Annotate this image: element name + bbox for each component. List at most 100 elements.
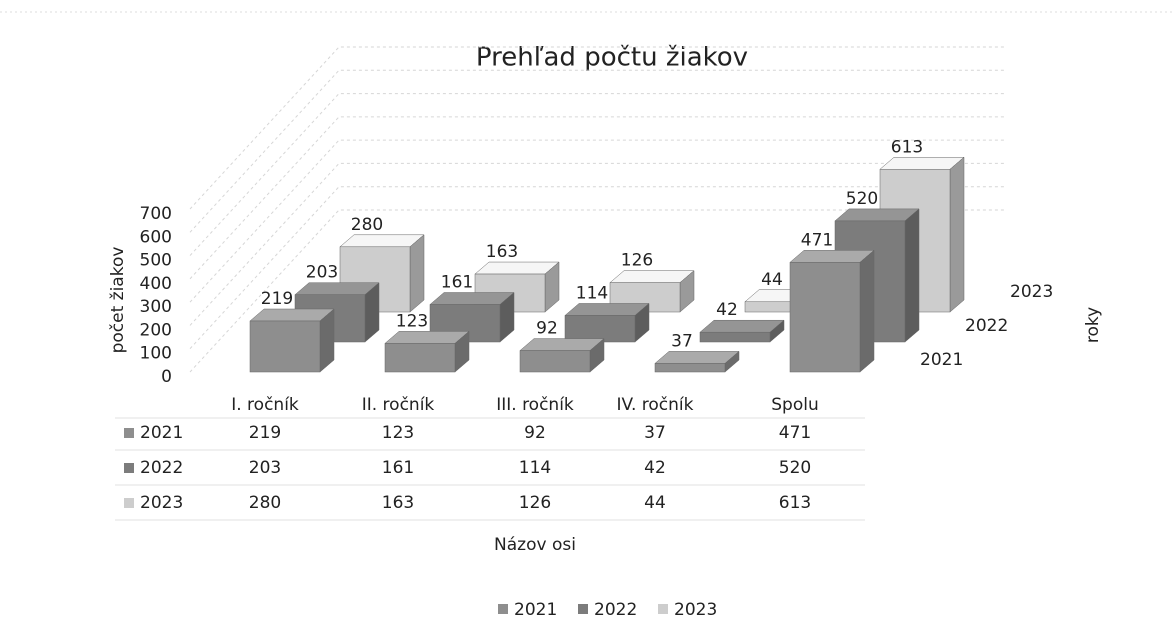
y-axis-title: počet žiakov — [108, 247, 128, 354]
legend-label: 2022 — [594, 600, 637, 620]
data-label: 126 — [621, 251, 653, 271]
x-tick-label: IV. ročník — [617, 395, 694, 415]
depth-axis-title: roky — [1083, 307, 1103, 343]
grid-line — [189, 162, 1005, 326]
y-tick-label: 400 — [140, 274, 172, 294]
data-label: 92 — [536, 319, 558, 339]
bar-top — [564, 303, 650, 316]
table-row-label: 2021 — [140, 423, 183, 443]
data-label: 44 — [761, 270, 783, 290]
bar-side — [949, 156, 965, 313]
table-swatch — [124, 498, 134, 508]
table-cell: 163 — [382, 493, 414, 513]
bar-top — [249, 308, 335, 322]
table-swatch — [124, 428, 134, 438]
data-label: 219 — [261, 289, 293, 309]
bar-top — [339, 234, 425, 248]
legend-label: 2023 — [674, 600, 717, 620]
bar-side — [859, 249, 875, 373]
data-label: 114 — [576, 283, 608, 303]
x-tick-label: Spolu — [771, 395, 818, 415]
bar-top — [429, 292, 515, 305]
y-tick-label: 700 — [140, 204, 172, 224]
table-cell: 92 — [524, 423, 546, 443]
table-cell: 203 — [249, 458, 281, 478]
bar-front — [384, 343, 456, 373]
table-cell: 123 — [382, 423, 414, 443]
bar-front — [789, 262, 861, 373]
table-cell: 114 — [519, 458, 551, 478]
table-cell: 520 — [779, 458, 811, 478]
bar-front — [654, 363, 726, 373]
bar-top — [879, 157, 965, 170]
table-cell: 42 — [644, 458, 666, 478]
y-tick-label: 500 — [140, 251, 172, 271]
y-tick-label: 600 — [140, 227, 172, 247]
table-row-label: 2022 — [140, 458, 183, 478]
bar — [654, 350, 740, 373]
bar-top — [384, 331, 470, 344]
bar — [519, 338, 605, 373]
grid-line — [189, 209, 1005, 373]
y-tick-label: 200 — [140, 320, 172, 340]
data-label: 161 — [441, 273, 473, 293]
bar — [384, 330, 470, 373]
table-cell: 471 — [779, 423, 811, 443]
bar-front — [519, 350, 591, 373]
bar-top — [609, 270, 695, 283]
bar-side — [904, 208, 920, 343]
legend-swatch — [578, 604, 588, 614]
x-tick-label: III. ročník — [496, 395, 574, 415]
legend-swatch — [498, 604, 508, 614]
table-cell: 37 — [644, 423, 666, 443]
bar — [564, 302, 650, 343]
bar — [789, 249, 875, 373]
grid-line — [189, 139, 1005, 303]
legend-swatch — [658, 604, 668, 614]
bar-top — [834, 208, 920, 222]
table-cell: 613 — [779, 493, 811, 513]
data-label: 37 — [671, 331, 693, 351]
bar — [249, 308, 335, 373]
table-cell: 126 — [519, 493, 551, 513]
bar-top — [789, 250, 875, 263]
grid-line — [189, 93, 1005, 256]
data-label: 163 — [486, 242, 518, 262]
depth-tick-label: 2022 — [965, 316, 1008, 336]
y-tick-label: 100 — [140, 344, 172, 364]
data-label: 471 — [801, 230, 833, 250]
table-cell: 161 — [382, 458, 414, 478]
bar-top — [654, 351, 740, 364]
data-label: 42 — [716, 300, 738, 320]
x-tick-label: I. ročník — [231, 395, 299, 415]
x-axis-title: Názov osi — [494, 535, 576, 555]
bar-front — [564, 315, 636, 343]
depth-tick-label: 2023 — [1010, 282, 1053, 302]
data-label: 280 — [351, 215, 383, 235]
bar-top — [519, 338, 605, 351]
grid-line — [189, 186, 1005, 350]
grid-line — [189, 69, 1005, 233]
y-tick-label: 300 — [140, 297, 172, 317]
y-tick-label: 0 — [161, 367, 172, 387]
bar-side — [409, 234, 425, 313]
x-tick-label: II. ročník — [362, 395, 435, 415]
data-label: 203 — [306, 263, 338, 283]
bar-front — [249, 320, 321, 373]
bar-top — [474, 261, 560, 275]
bar-top — [699, 319, 785, 333]
grid-line — [189, 116, 1005, 280]
table-cell: 44 — [644, 493, 666, 513]
depth-tick-label: 2021 — [920, 350, 963, 370]
table-swatch — [124, 463, 134, 473]
table-cell: 280 — [249, 493, 281, 513]
grid-line — [189, 46, 1005, 210]
data-label: 613 — [891, 137, 923, 157]
data-label: 520 — [846, 189, 878, 209]
table-row-label: 2023 — [140, 493, 183, 513]
bar — [699, 319, 785, 343]
legend-label: 2021 — [514, 600, 557, 620]
bar-top — [294, 282, 380, 295]
table-cell: 219 — [249, 423, 281, 443]
